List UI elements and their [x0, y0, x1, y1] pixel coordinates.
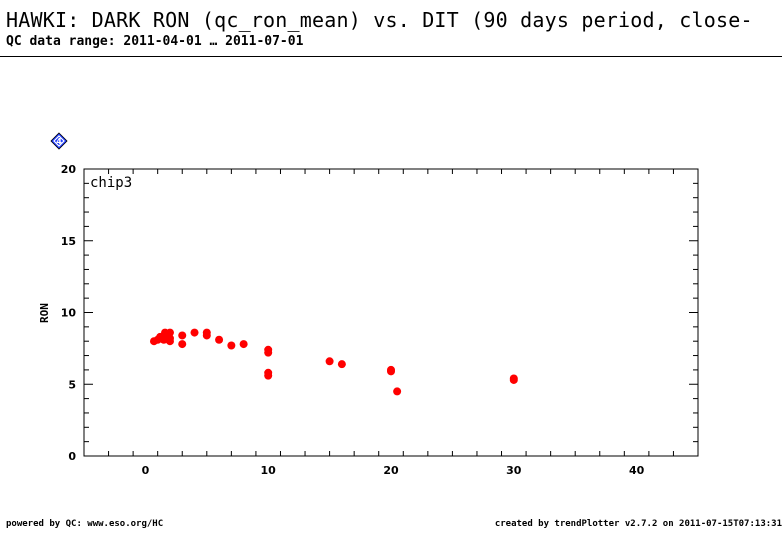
- data-point: [264, 348, 273, 357]
- data-point: [159, 335, 168, 344]
- data-point: [239, 340, 248, 349]
- y-tick-label: 5: [68, 378, 76, 391]
- data-point: [227, 341, 236, 350]
- axis-tick-labels: 0 10 20 30 40 0 5 10 15 20: [61, 163, 645, 477]
- y-tick-label: 10: [61, 307, 77, 320]
- y-axis-label: RON: [38, 303, 51, 323]
- data-point: [215, 335, 224, 344]
- y-tick-label: 20: [61, 163, 77, 176]
- plot-frame: [83, 168, 699, 457]
- axis-ticks: [83, 168, 699, 457]
- data-point: [337, 360, 346, 369]
- footer-powered-by: powered by QC: www.eso.org/HC: [6, 519, 164, 529]
- data-point: [165, 337, 174, 346]
- page-title: HAWKI: DARK RON (qc_ron_mean) vs. DIT (9…: [6, 8, 753, 32]
- header-divider: [0, 56, 782, 57]
- data-point: [190, 328, 199, 337]
- x-tick-label: 20: [383, 464, 399, 477]
- x-tick-label: 40: [629, 464, 645, 477]
- footer-created-by: created by trendPlotter v2.7.2 on 2011-0…: [494, 519, 782, 529]
- y-tick-label: 15: [61, 235, 76, 248]
- y-tick-label: 0: [68, 450, 76, 463]
- x-tick-label: 10: [261, 464, 277, 477]
- data-point: [202, 331, 211, 340]
- data-point: [165, 328, 174, 337]
- data-points: [149, 328, 518, 396]
- data-point: [264, 371, 273, 380]
- marker-badge-label: 4: [56, 137, 62, 146]
- data-point: [393, 387, 402, 396]
- data-point: [178, 340, 187, 349]
- data-point: [178, 331, 187, 340]
- x-tick-label: 0: [142, 464, 150, 477]
- marker-badge: 4: [50, 132, 68, 150]
- data-point: [387, 367, 395, 376]
- diamond-icon: 4: [50, 132, 68, 150]
- data-point: [325, 357, 334, 366]
- x-tick-label: 30: [506, 464, 522, 477]
- data-range-subtitle: QC data range: 2011-04-01 … 2011-07-01: [6, 34, 304, 49]
- panel-label: chip3: [90, 175, 132, 191]
- data-point: [509, 375, 518, 384]
